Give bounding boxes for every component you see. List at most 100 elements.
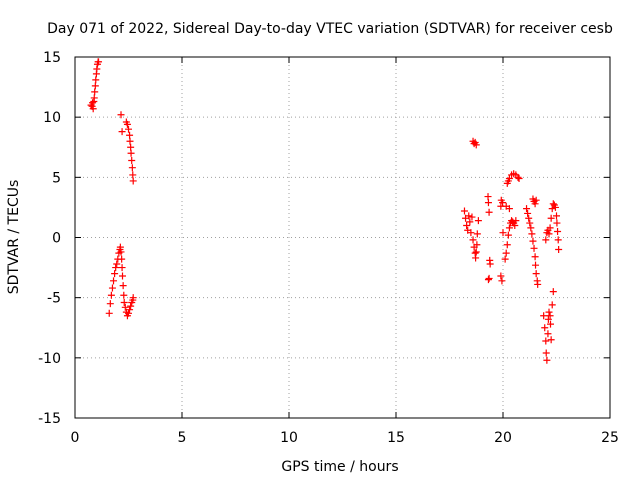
data-point xyxy=(532,261,540,269)
data-point xyxy=(129,177,137,185)
data-point xyxy=(472,248,480,256)
data-point xyxy=(509,218,517,226)
x-tick-label: 0 xyxy=(71,430,80,446)
data-point xyxy=(469,236,477,244)
data-point xyxy=(523,205,531,213)
data-point xyxy=(127,149,135,157)
data-point xyxy=(505,175,513,183)
data-point xyxy=(547,336,555,344)
data-point xyxy=(553,212,560,220)
data-point xyxy=(553,219,561,227)
data-point xyxy=(127,143,135,151)
data-point xyxy=(505,205,513,213)
data-point xyxy=(547,320,555,328)
data-point xyxy=(110,277,118,285)
y-tick-label: 15 xyxy=(43,50,61,66)
y-axis-label: SDTVAR / TECUs xyxy=(6,180,22,295)
data-point xyxy=(554,236,562,244)
data-point xyxy=(497,272,505,280)
y-tick-labels: -15 -10 -5 0 5 10 15 xyxy=(38,50,61,427)
x-axis-label: GPS time / hours xyxy=(281,459,398,475)
data-point xyxy=(484,199,492,207)
data-point xyxy=(111,270,119,278)
data-point xyxy=(503,241,511,249)
data-point xyxy=(91,82,99,90)
data-point xyxy=(129,294,137,302)
data-point xyxy=(504,231,512,239)
data-point xyxy=(548,301,556,309)
data-point xyxy=(531,200,539,208)
y-tick-label: 0 xyxy=(52,231,61,247)
data-point xyxy=(484,193,492,201)
x-tick-label: 5 xyxy=(178,430,187,446)
data-point xyxy=(107,291,115,299)
data-point xyxy=(119,282,127,290)
data-point xyxy=(540,312,548,320)
data-point xyxy=(543,356,551,364)
data-point xyxy=(472,141,480,149)
data-point xyxy=(112,264,120,272)
data-point xyxy=(499,199,507,207)
x-tick-label: 20 xyxy=(494,430,512,446)
data-point xyxy=(117,111,125,119)
data-point xyxy=(126,137,134,145)
data-point xyxy=(530,244,538,252)
data-point xyxy=(128,156,136,164)
plot-frame xyxy=(74,56,611,419)
data-point xyxy=(546,312,554,320)
data-point xyxy=(542,349,550,357)
data-point xyxy=(463,221,471,229)
data-point xyxy=(498,277,506,285)
x-tick-label: 15 xyxy=(387,430,405,446)
data-point xyxy=(554,227,562,235)
data-point xyxy=(126,306,134,314)
data-point xyxy=(129,171,137,179)
data-point xyxy=(468,213,476,221)
data-point xyxy=(542,337,550,345)
data-point xyxy=(485,274,493,282)
data-point xyxy=(118,255,126,263)
data-point xyxy=(89,105,97,113)
data-point xyxy=(534,280,542,288)
y-tick-label: 5 xyxy=(52,170,61,186)
data-point xyxy=(120,291,128,299)
data-point xyxy=(544,315,552,323)
grid-lines xyxy=(75,57,610,418)
data-point xyxy=(532,196,540,204)
y-tick-label: -10 xyxy=(38,351,61,367)
data-point xyxy=(544,330,552,338)
data-point xyxy=(486,260,494,268)
data-point xyxy=(117,248,125,256)
data-point xyxy=(120,298,128,306)
data-point xyxy=(546,224,554,232)
data-point xyxy=(526,219,534,227)
data-point xyxy=(514,173,522,181)
data-point xyxy=(473,230,481,238)
data-point xyxy=(460,207,468,215)
data-point xyxy=(92,76,100,84)
data-point xyxy=(127,302,135,310)
data-point xyxy=(529,237,537,245)
data-point xyxy=(118,128,126,136)
data-point xyxy=(125,125,132,133)
data-point xyxy=(527,224,535,232)
data-point xyxy=(485,208,493,216)
data-point xyxy=(501,255,509,263)
data-point xyxy=(108,284,116,292)
x-tick-labels: 0 5 10 15 20 25 xyxy=(71,430,619,446)
data-point xyxy=(484,276,492,284)
data-point xyxy=(118,264,126,272)
x-tick-label: 25 xyxy=(601,430,619,446)
y-tick-label: -15 xyxy=(38,411,61,427)
data-point xyxy=(473,241,481,249)
data-point xyxy=(105,309,113,317)
data-point xyxy=(128,164,136,172)
data-point xyxy=(545,308,553,316)
data-point xyxy=(121,303,129,311)
data-point xyxy=(499,229,507,237)
x-tick-label: 10 xyxy=(280,430,298,446)
data-point xyxy=(549,200,557,208)
data-point xyxy=(89,99,97,107)
data-point xyxy=(548,205,556,213)
